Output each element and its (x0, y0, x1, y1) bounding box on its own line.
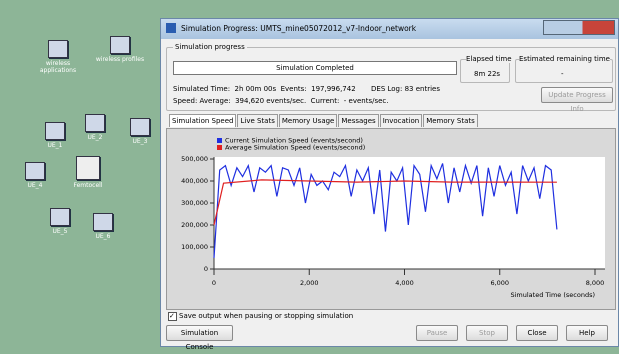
remaining-label: Estimated remaining time (519, 55, 610, 63)
y-tick-label: 200,000 (181, 221, 208, 229)
checkbox[interactable]: ✓ (168, 312, 177, 321)
x-tick-label: 8,000 (586, 279, 605, 287)
x-tick-label: 0 (212, 279, 216, 287)
desktop-icon[interactable]: UE_4 (5, 162, 65, 189)
des-log: DES Log: 83 entries (371, 85, 440, 93)
icon-label: Femtocell (58, 182, 118, 189)
progress-bar: Simulation Completed (173, 61, 457, 75)
x-tick-label: 6,000 (490, 279, 509, 287)
y-tick-label: 500,000 (181, 155, 208, 163)
tab[interactable]: Invocation (380, 114, 422, 127)
window-controls[interactable] (543, 20, 615, 35)
icon-label: wireless profiles (90, 56, 150, 63)
desktop-icon[interactable]: wireless profiles (90, 36, 150, 63)
tab[interactable]: Simulation Speed (169, 114, 236, 127)
legend-label: Average Simulation Speed (events/second) (225, 144, 365, 152)
window: Simulation Progress: UMTS_mine05072012_v… (160, 18, 619, 347)
icon-glyph (130, 118, 150, 136)
desktop-icon[interactable]: wireless applications (28, 40, 88, 74)
simulated-time: Simulated Time: 2h 00m 00s Events: 197,9… (173, 85, 356, 93)
remaining-value: - (561, 70, 564, 78)
desktop-icon[interactable]: UE_6 (73, 213, 133, 240)
x-tick-label: 2,000 (300, 279, 319, 287)
icon-glyph (25, 162, 45, 180)
icon-glyph (76, 156, 100, 180)
legend-swatch (217, 138, 222, 143)
window-title: Simulation Progress: UMTS_mine05072012_v… (181, 24, 416, 33)
icon-label: UE_6 (73, 233, 133, 240)
button[interactable]: Stop (466, 325, 508, 341)
tab[interactable]: Live Stats (237, 114, 277, 127)
chart-panel: 0 100,000 200,000 300,000 400,000 500,000 0 2,0… (166, 128, 616, 310)
x-axis-title: Simulated Time (seconds) (510, 291, 595, 299)
chart: 0 100,000 200,000 300,000 400,000 500,000 0 2,0… (167, 129, 614, 307)
icon-label: UE_4 (5, 182, 65, 189)
button[interactable]: Close (516, 325, 558, 341)
elapsed-label: Elapsed time (466, 55, 512, 63)
button[interactable]: Help (566, 325, 608, 341)
screen: {"desktop":{"icons":["wireless applicati… (0, 0, 619, 347)
title-bar: Simulation Progress: UMTS_mine05072012_v… (161, 19, 618, 39)
icon-glyph (93, 213, 113, 231)
speed-info: Speed: Average: 394,620 events/sec. Curr… (173, 97, 389, 105)
icon-glyph (50, 208, 70, 226)
icon-glyph (85, 114, 105, 132)
icon-glyph (48, 40, 68, 58)
button[interactable]: Pause (416, 325, 458, 341)
tab[interactable]: Memory Usage (279, 114, 338, 127)
checkbox-label: Save output when pausing or stopping sim… (179, 312, 353, 320)
icon-glyph (45, 122, 65, 140)
x-tick-label: 4,000 (395, 279, 414, 287)
y-tick-label: 400,000 (181, 177, 208, 185)
app-icon (166, 23, 176, 33)
update-button[interactable]: Update Progress Info (541, 87, 613, 103)
elapsed-value: 8m 22s (474, 70, 500, 78)
y-tick-label: 100,000 (181, 243, 208, 251)
desktop-icon[interactable]: Femtocell (58, 156, 118, 189)
tab[interactable]: Messages (338, 114, 378, 127)
icon-label: wireless applications (28, 60, 88, 74)
tab[interactable]: Memory Stats (423, 114, 478, 127)
button[interactable]: Simulation Console (166, 325, 233, 341)
icon-glyph (110, 36, 130, 54)
y-tick-label: 0 (204, 265, 208, 273)
y-tick-label: 300,000 (181, 199, 208, 207)
group-label: Simulation progress (173, 43, 247, 51)
legend-swatch (217, 145, 222, 150)
icon-label: UE_1 (25, 142, 85, 149)
